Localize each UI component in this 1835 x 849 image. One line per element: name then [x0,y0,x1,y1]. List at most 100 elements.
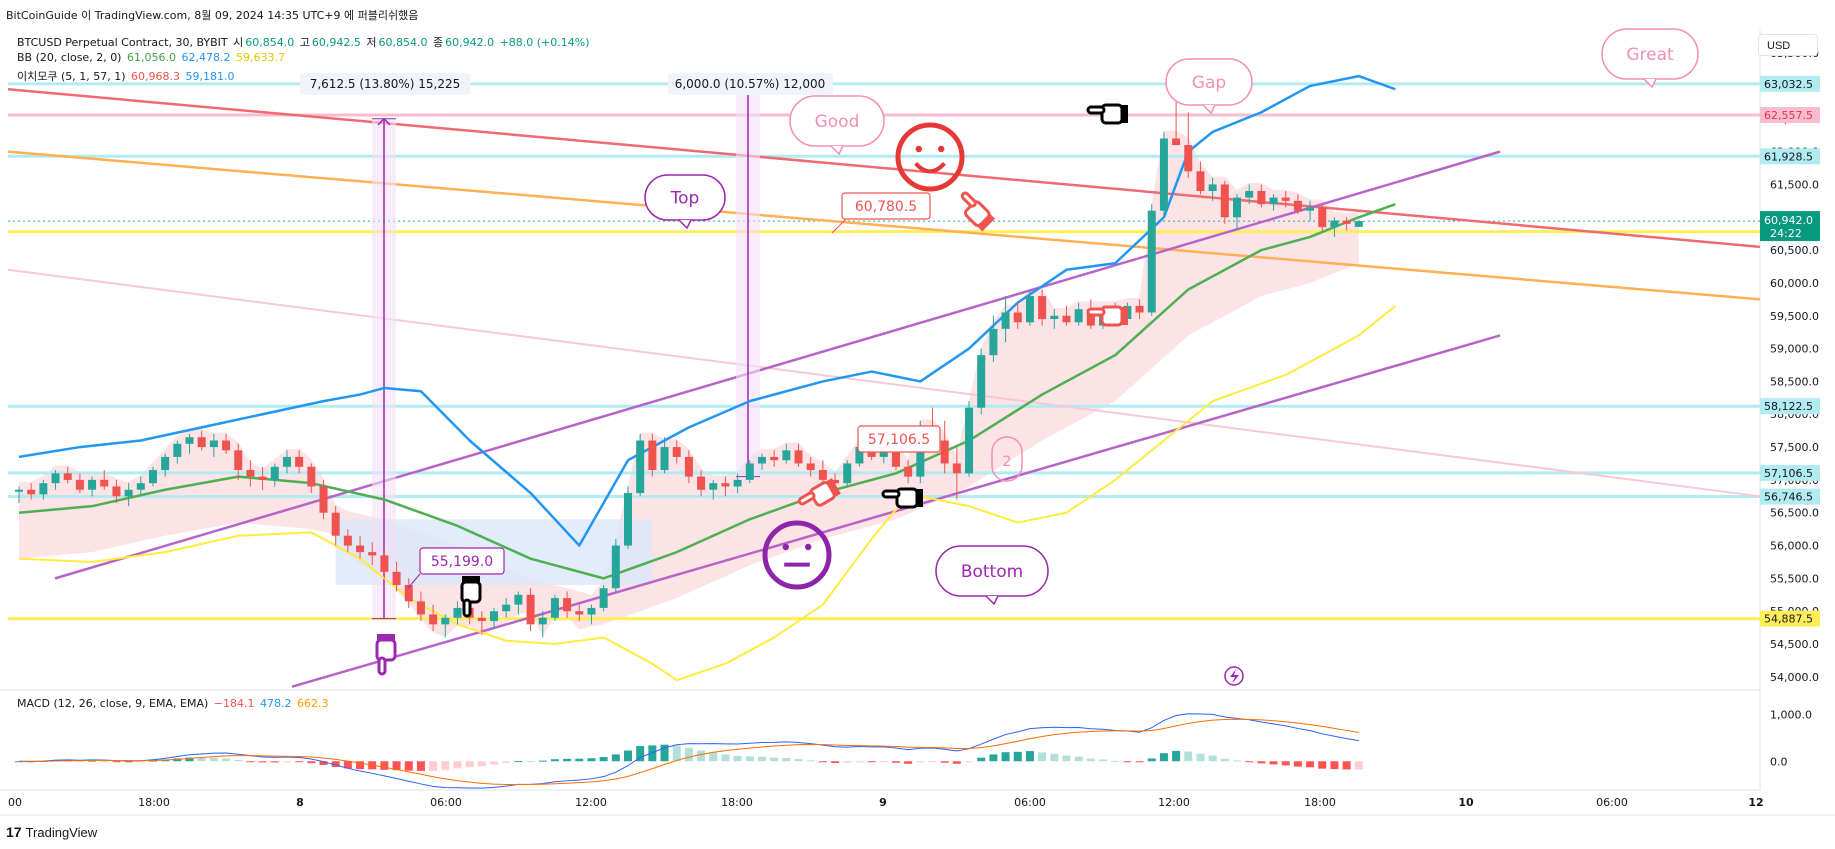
candle [173,443,182,457]
macd-histogram-bar [1111,760,1120,762]
neutral-face-icon-eye-left [782,543,789,551]
macd-histogram-bar [1099,759,1108,762]
trendline-orange [7,150,1761,301]
candle [818,470,827,480]
candle [185,437,194,444]
callout-55199-text: 55,199.0 [431,554,493,570]
macd-line [18,713,1359,789]
bb-label: BB (20, close, 2, 0) [17,51,122,64]
time-tick: 18:00 [721,796,753,809]
level-label-bg-5 [1760,464,1820,481]
macd-histogram-bar [1172,750,1181,762]
callout-55199-box [419,547,505,575]
macd-histogram-bar [1086,758,1095,762]
candle [319,486,328,513]
symbol-name[interactable]: BTCUSD Perpetual Contract, 30, BYBIT [17,36,228,49]
happy-face-icon-eye-left [915,145,922,153]
candle [587,607,596,615]
candle [879,450,888,457]
pointing-hand-icon-3 [460,576,482,618]
candle [39,483,48,495]
level-label-7: 54,887.5 [1764,613,1813,626]
macd-histogram-bar [75,760,84,762]
candle [745,463,754,480]
candle [1038,296,1047,320]
macd-histogram-bar [1330,761,1339,770]
macd-histogram-bar [940,761,949,763]
time-tick: 00 [8,796,22,809]
time-tick: 18:00 [138,796,170,809]
macd-histogram-bar [1306,761,1315,768]
neutral-face-icon [762,520,832,590]
macd-histogram-bar [538,760,547,762]
level-label-bg-0 [1760,75,1820,92]
candle [404,584,413,602]
candle [1196,171,1205,192]
macd-histogram-bar [136,761,145,763]
macd-legend[interactable]: MACD (12, 26, close, 9, EMA, EMA) −184.1… [17,697,331,710]
candle [246,470,255,477]
bb-legend[interactable]: BB (20, close, 2, 0) 61,056.0 62,478.2 5… [17,51,287,64]
last-price-text: 60,942.0 [1764,214,1813,227]
macd-label: MACD (12, 26, close, 9, EMA, EMA) [17,697,209,710]
time-tick: 12:00 [1158,796,1190,809]
candle [502,604,511,612]
candle [490,611,499,622]
symbol-legend: BTCUSD Perpetual Contract, 30, BYBIT 시 60… [17,34,592,50]
macd-histogram-bar [879,761,888,763]
publish-info: BitCoinGuide 이 TradingView.com, 8월 09, 2… [6,9,419,22]
low-value: 60,854.0 [378,36,428,49]
macd-histogram-bar [916,761,925,763]
callout-57106-text: 57,106.5 [868,432,930,448]
macd-tick-0: 0.0 [1770,755,1788,768]
macd-histogram-bar [441,761,450,770]
macd-histogram-bar [977,757,986,762]
candle [1208,184,1217,192]
candle [526,594,535,625]
macd-histogram-bar [757,756,766,762]
macd-histogram-bar [855,761,864,763]
candle [368,552,377,556]
ichimoku-legend[interactable]: 이치모쿠 (5, 1, 57, 1) 60,968.3 59,181.0 [17,68,237,84]
low-label: 저 [366,36,377,49]
macd-histogram-bar [1257,761,1266,764]
level-label-6: 56,746.5 [1764,491,1813,504]
macd-tick-1000: 1,000.0 [1770,708,1812,721]
callout-60780-box [841,192,931,220]
macd-histogram-bar [989,754,998,762]
trendline-pink [7,268,1761,498]
candle [270,466,279,480]
macd-histogram-bar [331,761,340,767]
gap-tail [1202,104,1216,115]
macd-histogram-bar [490,761,499,765]
measure-label-bg-0 [300,73,470,95]
flash-icon-bolt [1230,669,1239,684]
measure-label-1: 6,000.0 (10.57%) 12,000 [675,77,826,91]
candle [234,450,243,471]
pointing-hand-icon [1086,103,1128,125]
macd-histogram-bar [1269,761,1278,765]
currency-button[interactable]: USD [1758,34,1818,56]
ichimoku-label: 이치모쿠 (5, 1, 57, 1) [17,70,126,83]
macd-histogram-bar [709,752,718,762]
candle [1135,305,1144,313]
macd-histogram-bar [514,761,523,763]
brand-footer[interactable]: 17 TradingView [6,824,97,840]
candle [550,598,559,618]
level-label-1: 62,557.5 [1764,109,1813,122]
macd-histogram-bar [209,757,218,762]
change-value: +88.0 (+0.14%) [499,36,590,49]
macd-histogram-bar [831,761,840,763]
candle [1281,197,1290,201]
candle [27,489,36,495]
great-tail [1643,78,1657,89]
candle [563,598,572,612]
candle [1184,145,1193,172]
candle [1013,312,1022,323]
bb-basis-value: 61,056.0 [126,51,176,64]
bb-lower-value: 59,633.7 [235,51,285,64]
macd-histogram-bar [392,761,401,771]
candle [1342,220,1351,224]
macd-histogram-bar [100,760,109,762]
